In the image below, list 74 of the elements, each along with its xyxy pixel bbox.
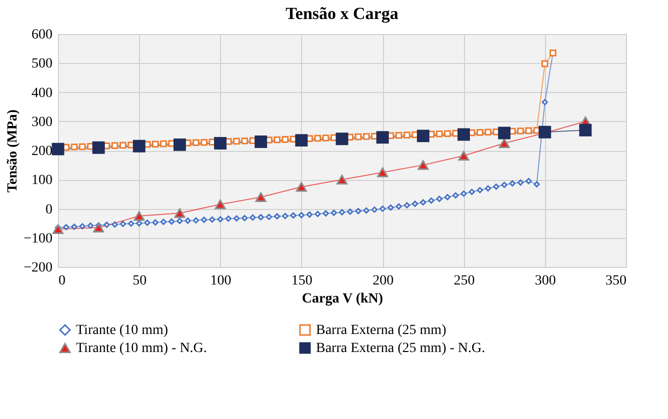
x-tick-label: 250 (454, 274, 475, 288)
y-tick-label: 0 (46, 202, 52, 218)
chart-title: Tensão x Carga (286, 4, 399, 23)
point (418, 160, 429, 170)
point (498, 126, 511, 140)
point (282, 136, 289, 143)
point (111, 142, 118, 149)
point (457, 128, 470, 141)
point (458, 150, 470, 161)
point (314, 134, 322, 142)
point (160, 140, 167, 148)
point (295, 134, 308, 147)
point (541, 60, 548, 68)
point (92, 141, 105, 154)
point (579, 124, 592, 136)
y-tick-label: −100 (24, 231, 52, 246)
point (200, 138, 208, 146)
point (484, 128, 492, 136)
point (354, 133, 362, 140)
point (120, 142, 126, 149)
point (152, 140, 159, 148)
y-tick-label: 600 (32, 28, 52, 42)
x-axis-title: Carga V (kN) (302, 292, 384, 306)
x-tick-label: 300 (534, 274, 556, 288)
y-tick-label: 400 (32, 86, 52, 101)
point (395, 132, 402, 139)
legend-label: Barra Externa (25 mm) - N.G. (316, 341, 486, 356)
point (78, 143, 86, 150)
x-tick-label: 100 (210, 274, 232, 288)
point (274, 136, 280, 144)
point (173, 138, 186, 151)
point (296, 182, 307, 192)
x-tick-label: 350 (606, 274, 626, 288)
point (525, 127, 532, 134)
point (233, 138, 240, 145)
legend-label: Tirante (10 mm) (76, 323, 168, 338)
point (214, 136, 227, 150)
point (362, 133, 370, 140)
point (255, 192, 266, 202)
y-tick-label: 100 (32, 173, 52, 188)
point (476, 129, 484, 136)
y-axis-title: Tensão (MPa) (6, 109, 21, 193)
point (404, 132, 410, 138)
point (241, 137, 248, 144)
x-tick-label: 150 (291, 274, 312, 288)
point (498, 138, 510, 148)
point (134, 211, 145, 221)
point (192, 139, 200, 146)
x-tick-label: 0 (58, 274, 66, 288)
y-tick-label: 200 (32, 144, 52, 159)
point (70, 144, 78, 150)
point (416, 130, 430, 142)
point (377, 167, 388, 178)
point (444, 130, 451, 138)
legend-label: Barra Externa (25 mm) (316, 323, 447, 338)
point (322, 134, 330, 142)
point (336, 132, 348, 146)
y-tick-label: 300 (32, 114, 52, 130)
point (436, 130, 443, 138)
x-tick-label: 50 (132, 274, 147, 288)
legend-label: Tirante (10 mm) - N.G. (76, 341, 207, 356)
y-tick-label: −200 (24, 260, 52, 276)
point (52, 142, 64, 156)
point (132, 140, 146, 152)
point (376, 131, 389, 144)
point (174, 208, 186, 218)
y-tick-label: 500 (32, 56, 52, 72)
point (517, 128, 524, 134)
point (52, 224, 64, 234)
point (336, 174, 348, 184)
point (214, 200, 226, 210)
point (254, 136, 268, 148)
point (93, 222, 104, 233)
x-tick-label: 200 (372, 274, 394, 288)
